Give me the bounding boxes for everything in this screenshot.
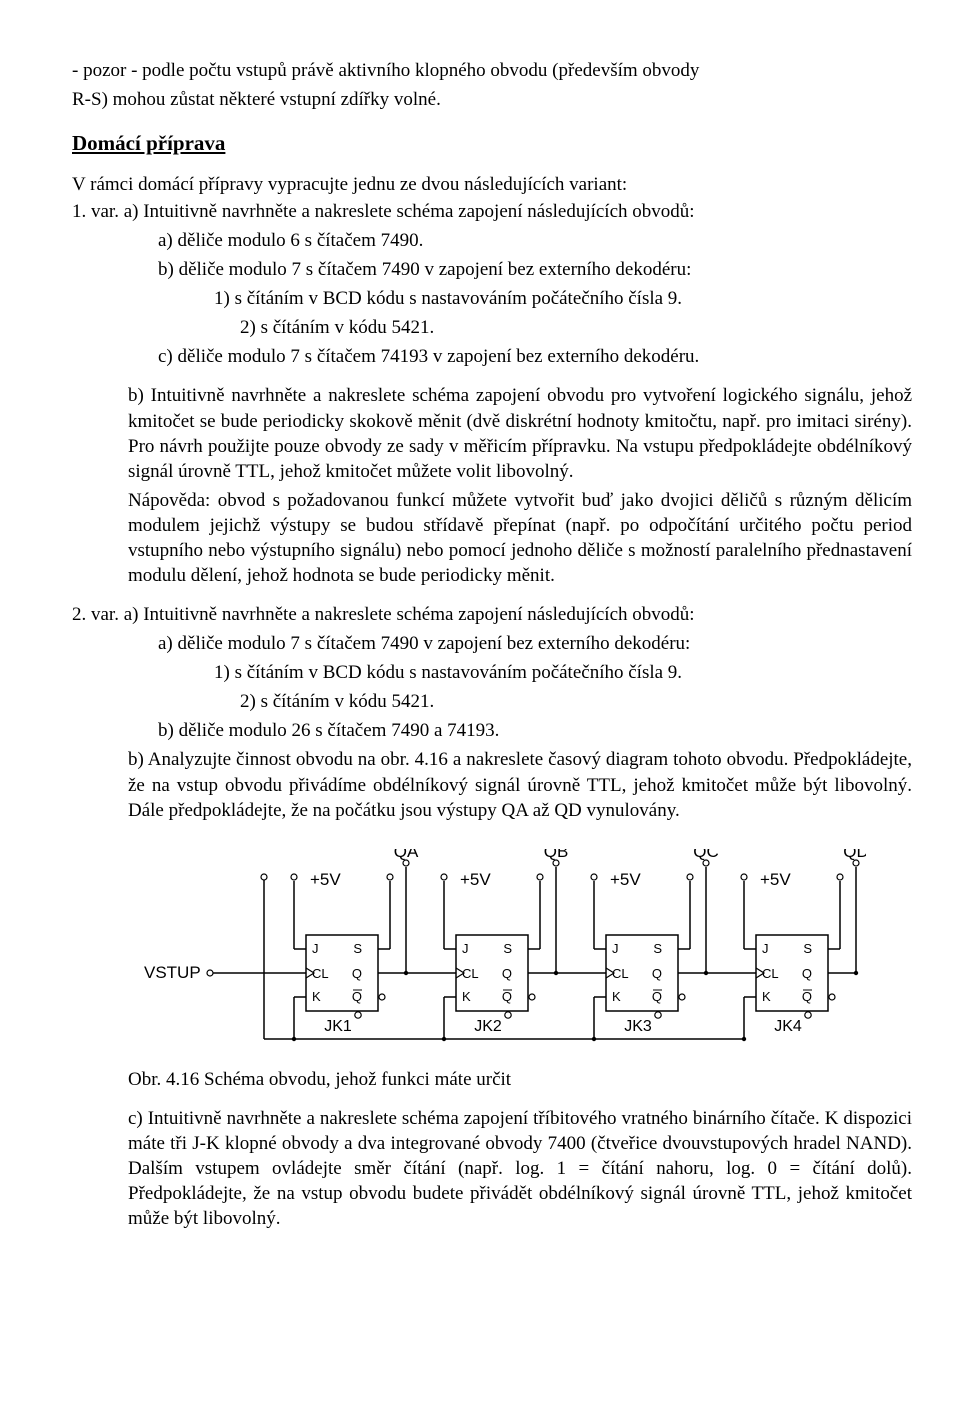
svg-text:CL: CL xyxy=(462,966,479,981)
circuit-schematic-icon: VSTUPJCLKSQQJK1+5VQAJCLKSQQJK2+5VQBJCLKS… xyxy=(136,849,866,1049)
svg-text:Q: Q xyxy=(652,966,662,981)
svg-text:S: S xyxy=(653,941,662,956)
svg-text:+5V: +5V xyxy=(610,870,641,889)
svg-text:Q: Q xyxy=(652,989,662,1004)
svg-text:S: S xyxy=(353,941,362,956)
svg-text:CL: CL xyxy=(312,966,329,981)
svg-text:K: K xyxy=(312,989,321,1004)
svg-text:S: S xyxy=(503,941,512,956)
svg-text:K: K xyxy=(762,989,771,1004)
figure-caption: Obr. 4.16 Schéma obvodu, jehož funkci má… xyxy=(128,1067,912,1092)
svg-text:Q: Q xyxy=(802,989,812,1004)
v2-a-sub-a-1: 1) s čítáním v BCD kódu s nastavováním p… xyxy=(72,660,912,685)
v1-b-text: b) Intuitivně navrhněte a nakreslete sch… xyxy=(72,383,912,483)
svg-text:J: J xyxy=(612,941,619,956)
circuit-figure: VSTUPJCLKSQQJK1+5VQAJCLKSQQJK2+5VQBJCLKS… xyxy=(136,849,912,1049)
v1-a-sub-b: b) děliče modulo 7 s čítačem 7490 v zapo… xyxy=(72,257,912,282)
v2-a-sub-a-2: 2) s čítáním v kódu 5421. xyxy=(72,689,912,714)
variant-1: 1. var. a) Intuitivně navrhněte a nakres… xyxy=(72,199,912,588)
v1-a-sub-c: c) děliče modulo 7 s čítačem 74193 v zap… xyxy=(72,344,912,369)
intro-note: - pozor - podle počtu vstupů právě aktiv… xyxy=(72,58,912,112)
svg-text:J: J xyxy=(462,941,469,956)
v2-a-sub-a: a) děliče modulo 7 s čítačem 7490 v zapo… xyxy=(72,631,912,656)
svg-text:CL: CL xyxy=(612,966,629,981)
svg-text:JK2: JK2 xyxy=(474,1018,502,1035)
svg-text:J: J xyxy=(312,941,319,956)
svg-text:K: K xyxy=(462,989,471,1004)
preface: V rámci domácí přípravy vypracujte jednu… xyxy=(72,172,912,197)
v2-c-text: c) Intuitivně navrhněte a nakreslete sch… xyxy=(72,1106,912,1231)
intro-line1: - pozor - podle počtu vstupů právě aktiv… xyxy=(72,58,912,83)
svg-text:QA: QA xyxy=(394,849,419,861)
svg-text:Q: Q xyxy=(802,966,812,981)
v1-b-hint: Nápověda: obvod s požadovanou funkcí můž… xyxy=(72,488,912,588)
v1-a-head: 1. var. a) Intuitivně navrhněte a nakres… xyxy=(72,199,912,224)
svg-text:QC: QC xyxy=(693,849,719,861)
svg-text:Q: Q xyxy=(502,989,512,1004)
section-title: Domácí příprava xyxy=(72,130,912,158)
svg-text:CL: CL xyxy=(762,966,779,981)
v1-a-sub-b-1: 1) s čítáním v BCD kódu s nastavováním p… xyxy=(72,286,912,311)
svg-text:J: J xyxy=(762,941,769,956)
svg-text:JK1: JK1 xyxy=(324,1018,352,1035)
svg-text:K: K xyxy=(612,989,621,1004)
svg-text:VSTUP: VSTUP xyxy=(144,963,201,982)
svg-text:Q: Q xyxy=(352,989,362,1004)
v1-a-sub-a: a) děliče modulo 6 s čítačem 7490. xyxy=(72,228,912,253)
svg-text:JK3: JK3 xyxy=(624,1018,652,1035)
v2-a-head: 2. var. a) Intuitivně navrhněte a nakres… xyxy=(72,602,912,627)
svg-text:QB: QB xyxy=(544,849,569,861)
svg-text:Q: Q xyxy=(502,966,512,981)
svg-text:JK4: JK4 xyxy=(774,1018,802,1035)
v2-b-text: b) Analyzujte činnost obvodu na obr. 4.1… xyxy=(72,747,912,822)
v2-a-sub-b: b) děliče modulo 26 s čítačem 7490 a 741… xyxy=(72,718,912,743)
svg-text:+5V: +5V xyxy=(460,870,491,889)
svg-text:S: S xyxy=(803,941,812,956)
intro-line2: R-S) mohou zůstat některé vstupní zdířky… xyxy=(72,87,912,112)
v1-a-sub-b-2: 2) s čítáním v kódu 5421. xyxy=(72,315,912,340)
variant-2: 2. var. a) Intuitivně navrhněte a nakres… xyxy=(72,602,912,823)
svg-text:+5V: +5V xyxy=(760,870,791,889)
svg-text:QD: QD xyxy=(843,849,866,861)
svg-text:+5V: +5V xyxy=(310,870,341,889)
svg-text:Q: Q xyxy=(352,966,362,981)
